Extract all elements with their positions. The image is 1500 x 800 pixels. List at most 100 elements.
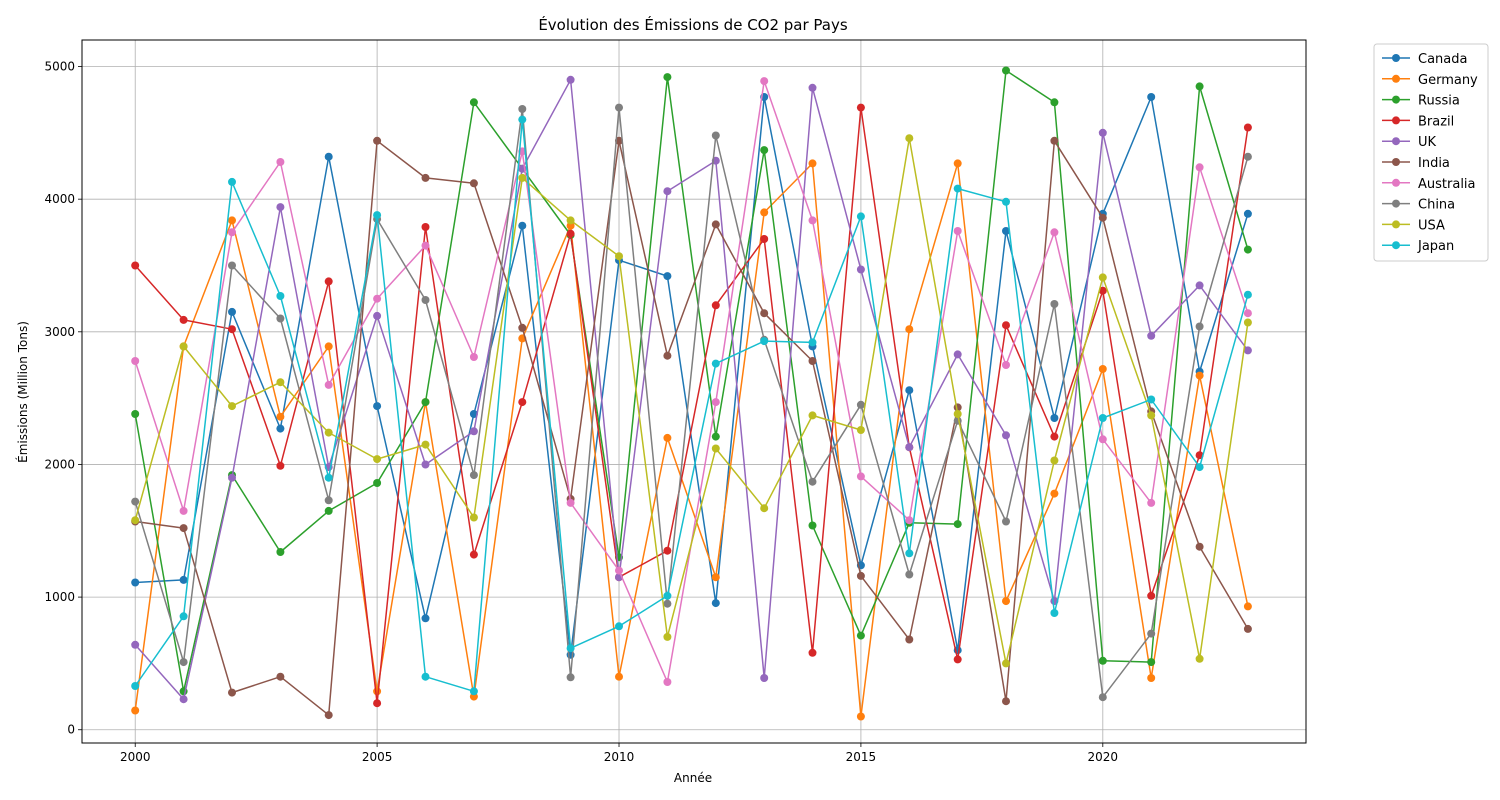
y-tick-label: 3000 — [44, 325, 75, 339]
data-point-canada — [276, 424, 285, 433]
data-point-china — [711, 131, 720, 140]
data-point-russia — [663, 73, 672, 82]
legend-swatch-marker — [1392, 241, 1400, 250]
legend-swatch-marker — [1392, 54, 1400, 62]
data-point-germany — [276, 412, 285, 421]
data-point-germany — [711, 573, 720, 582]
data-point-usa — [856, 426, 865, 434]
series-usa — [131, 134, 1252, 668]
data-point-japan — [1147, 395, 1156, 404]
data-point-usa — [1195, 654, 1204, 663]
data-point-brazil — [131, 261, 140, 270]
data-point-usa — [808, 411, 817, 420]
data-point-japan — [324, 473, 333, 482]
data-point-canada — [1050, 414, 1059, 422]
y-tick-label: 2000 — [44, 457, 75, 471]
data-point-australia — [1147, 498, 1156, 507]
data-point-japan — [1195, 463, 1204, 472]
data-point-india — [228, 688, 236, 697]
data-point-canada — [1002, 227, 1010, 235]
data-point-canada — [518, 221, 527, 230]
data-point-australia — [711, 398, 720, 407]
series-russia — [131, 66, 1252, 696]
data-point-russia — [1195, 82, 1204, 91]
data-point-india — [1195, 542, 1204, 551]
data-point-usa — [566, 216, 575, 225]
data-point-uk — [131, 640, 140, 649]
data-point-india — [469, 179, 478, 188]
data-point-brazil — [663, 546, 672, 555]
legend-label: Australia — [1418, 177, 1476, 192]
data-point-australia — [276, 158, 285, 166]
x-tick-label: 2000 — [120, 750, 151, 764]
data-point-china — [905, 570, 914, 579]
data-point-uk — [1002, 431, 1010, 440]
data-point-brazil — [1098, 286, 1107, 295]
data-point-india — [1002, 697, 1010, 706]
data-point-usa — [1098, 273, 1107, 282]
data-point-uk — [663, 187, 672, 196]
axis-ticks: 2000 2005 2010 2015 2020 0 1000 2000 3000 4000 500… — [44, 60, 1118, 764]
data-point-uk — [179, 695, 188, 704]
data-point-usa — [905, 134, 914, 143]
data-point-brazil — [760, 235, 769, 243]
series-layer — [131, 66, 1252, 721]
legend-label: Germany — [1418, 73, 1478, 88]
data-point-india — [518, 323, 527, 332]
legend-label: Russia — [1418, 94, 1460, 109]
legend-item-uk: UK — [1382, 135, 1437, 150]
data-point-japan — [760, 337, 769, 346]
data-point-brazil — [421, 223, 430, 231]
legend-swatch-marker — [1392, 199, 1400, 208]
data-point-china — [179, 658, 188, 667]
legend-item-australia: Australia — [1382, 177, 1476, 192]
data-point-japan — [179, 612, 188, 621]
data-point-india — [421, 173, 430, 182]
data-point-australia — [421, 241, 430, 250]
data-point-brazil — [179, 315, 188, 324]
data-point-usa — [663, 632, 672, 641]
data-point-china — [856, 400, 865, 409]
data-point-russia — [131, 410, 140, 418]
data-point-brazil — [276, 461, 285, 470]
data-point-canada — [905, 386, 914, 395]
series-japan — [131, 115, 1252, 696]
data-point-russia — [856, 631, 865, 640]
data-point-china — [566, 673, 575, 682]
data-point-russia — [276, 548, 285, 556]
data-point-usa — [469, 513, 478, 522]
data-point-australia — [953, 227, 962, 235]
data-point-india — [373, 136, 382, 145]
data-point-germany — [856, 712, 865, 721]
data-point-china — [1002, 517, 1010, 526]
data-point-brazil — [711, 301, 720, 310]
data-point-usa — [276, 378, 285, 387]
x-tick-label: 2015 — [846, 750, 877, 764]
data-point-india — [179, 524, 188, 533]
data-point-germany — [1098, 365, 1107, 373]
data-point-china — [131, 497, 140, 506]
data-point-usa — [373, 455, 382, 464]
data-point-uk — [1147, 331, 1156, 340]
data-point-uk — [905, 443, 914, 452]
data-point-uk — [1195, 281, 1204, 290]
data-point-japan — [131, 682, 140, 690]
data-point-germany — [1147, 674, 1156, 682]
data-point-uk — [469, 427, 478, 436]
y-tick-label: 1000 — [44, 590, 75, 604]
data-point-australia — [324, 380, 333, 389]
legend-item-china: China — [1382, 198, 1455, 213]
data-point-russia — [1050, 98, 1059, 107]
data-point-uk — [1243, 346, 1252, 355]
data-point-india — [324, 711, 333, 720]
series-line-germany — [134, 162, 1249, 718]
series-line-india — [135, 140, 1249, 716]
data-point-australia — [131, 357, 140, 365]
legend-swatch-marker — [1392, 220, 1400, 229]
data-point-brazil — [1147, 591, 1156, 600]
legend-item-germany: Germany — [1382, 73, 1478, 88]
data-point-japan — [953, 184, 962, 193]
data-point-germany — [373, 687, 382, 696]
